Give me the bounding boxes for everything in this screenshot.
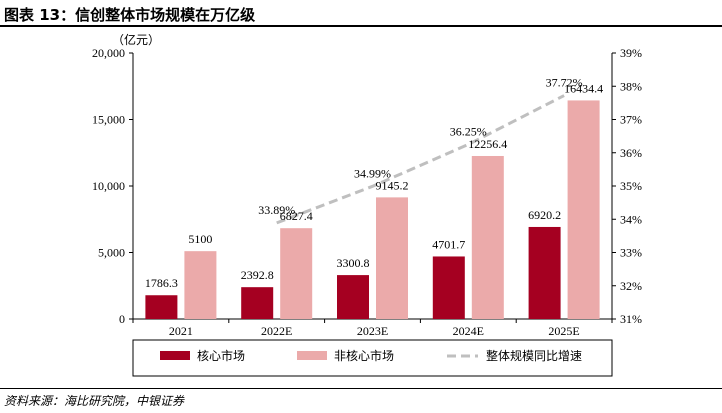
bar-label-noncore: 6827.4 [280,209,313,223]
bar-core [337,275,369,319]
bar-core [528,226,561,319]
bars [145,100,600,319]
trend-line [276,94,565,225]
y-right-tick-label: 37% [620,113,642,127]
trend-point-label: 34.99% [354,166,391,180]
bar-noncore [280,228,313,319]
y-left-tick-label: 0 [119,312,125,326]
bar-label-core: 3300.8 [337,256,370,270]
bar-core [241,287,274,319]
y-right-tick-label: 38% [620,79,642,93]
bar-label-noncore: 12256.4 [468,137,507,151]
legend-swatch-core [160,351,190,360]
x-tick-label: 2025E [548,324,579,338]
title-divider [0,25,722,27]
bar-label-noncore: 16434.4 [564,81,603,95]
y-right-tick-label: 34% [620,212,642,226]
legend-frame [132,339,613,377]
x-tick-label: 2022E [261,324,292,338]
x-tick-label: 2021 [169,324,193,338]
trend-line-path [276,94,565,225]
bar-noncore [376,197,408,319]
legend-label-core: 核心市场 [197,348,245,363]
axes: 0 5,000 10,000 15,000 20,000 31% 32% 33% 34% 35% 3… [92,46,642,338]
y-right-tick-label: 35% [620,179,642,193]
legend-label-trend: 整体规模同比增速 [486,348,582,363]
bar-core [432,256,465,319]
y-right-tick-label: 32% [620,279,642,293]
figure-title: 图表 13：信创整体市场规模在万亿级 [4,6,256,24]
y-left-tick-label: 20,000 [92,46,125,60]
y-axis-unit-label: （亿元） [112,32,160,47]
bar-noncore [471,155,504,319]
source-note: 资料来源：海比研究院，中银证券 [4,394,185,408]
legend-swatch-noncore [297,351,327,360]
trend-point-label: 33.89% [258,203,295,217]
bar-label-core: 6920.2 [528,208,561,222]
bar-core [145,295,178,319]
y-right-tick-label: 39% [620,46,642,60]
legend-label-noncore: 非核心市场 [334,348,394,363]
bar-label-core: 4701.7 [432,237,465,251]
source-divider [0,388,722,389]
x-tick-label: 2024E [453,324,484,338]
y-left-tick-label: 15,000 [92,113,125,127]
trend-point-label: 36.25% [450,124,487,138]
legend: 核心市场 非核心市场 整体规模同比增速 [132,339,613,377]
bar-label-noncore: 9145.2 [376,178,409,192]
bar-noncore [567,100,600,319]
y-left-tick-label: 10,000 [92,179,125,193]
bar-label-noncore: 5100 [188,232,212,246]
y-right-tick-label: 33% [620,246,642,260]
data-labels: 1786.3 5100 2392.8 6827.4 3300.8 9145.2 4701.7… [145,76,603,291]
bar-label-core: 2392.8 [241,268,274,282]
y-right-tick-label: 36% [620,146,642,160]
y-left-tick-label: 5,000 [98,246,125,260]
x-tick-label: 2023E [357,324,388,338]
bar-noncore [184,251,217,319]
y-right-tick-label: 31% [620,312,642,326]
bar-label-core: 1786.3 [145,276,178,290]
trend-point-label: 37.72% [546,76,583,90]
